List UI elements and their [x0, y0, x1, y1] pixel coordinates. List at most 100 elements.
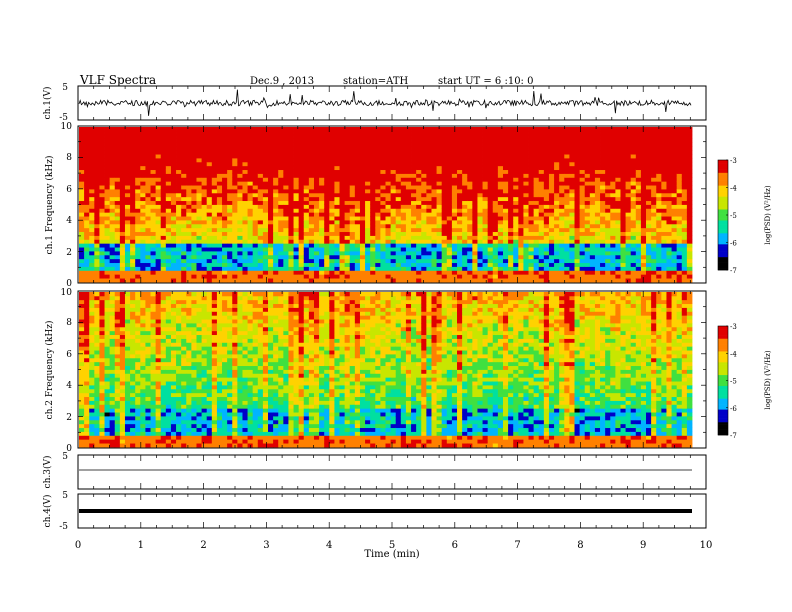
spectrogram-cell: [502, 161, 509, 167]
spectrogram-cell: [436, 223, 443, 229]
spectrogram-cell: [155, 239, 162, 244]
spectrogram-cell: [554, 274, 560, 279]
spectrogram-cell: [237, 189, 243, 194]
spectrogram-cell: [508, 192, 514, 198]
spectrogram-cell: [666, 196, 672, 202]
spectrogram-cell: [160, 142, 167, 147]
spectrogram-cell: [94, 439, 100, 444]
spectrogram-cell: [298, 247, 305, 252]
spectrogram-cell: [288, 181, 294, 186]
spectrogram-cell: [559, 150, 565, 155]
spectrogram-cell: [661, 158, 667, 163]
spectrogram-cell: [114, 154, 121, 159]
spectrogram-cell: [349, 258, 356, 264]
spectrogram-cell: [651, 200, 657, 205]
spectrogram-cell: [548, 223, 555, 229]
spectrogram-cell: [257, 270, 264, 275]
spectrogram-cell: [278, 274, 284, 279]
spectrogram-cell: [548, 142, 555, 147]
spectrogram-cell: [170, 270, 177, 275]
spectrogram-cell: [365, 220, 371, 225]
spectrogram-cell: [615, 258, 621, 264]
spectrogram-cell: [288, 216, 294, 221]
spectrogram-cell: [482, 258, 489, 264]
spectrogram-cell: [441, 239, 448, 244]
spectrogram-cell: [656, 138, 662, 143]
spectrogram-cell: [247, 146, 254, 151]
spectrogram-cell: [630, 223, 637, 229]
spectrogram-cell: [206, 189, 213, 194]
spectrogram-cell: [538, 243, 545, 248]
spectrogram-cell: [548, 173, 555, 178]
spectrogram-cell: [145, 142, 151, 147]
spectrogram-cell: [339, 196, 346, 202]
spectrogram-cell: [114, 192, 121, 198]
spectrogram-cell: [365, 154, 371, 159]
spectrogram-cell: [303, 154, 310, 159]
spectrogram-cell: [354, 192, 361, 198]
spectrogram-cell: [625, 142, 632, 147]
spectrogram-cell: [487, 154, 494, 159]
spectrogram-cell: [605, 278, 611, 283]
spectrogram-cell: [319, 196, 325, 202]
spectrogram-cell: [273, 278, 279, 283]
spectrogram-cell: [227, 239, 233, 244]
spectrogram-cell: [104, 204, 111, 209]
spectrogram-cell: [196, 204, 202, 209]
spectrogram-cell: [84, 161, 90, 167]
spectrogram-cell: [385, 127, 392, 132]
spectrogram-cell: [635, 270, 642, 275]
spectrogram-cell: [640, 258, 647, 264]
spectrogram-cell: [283, 231, 289, 236]
spectrogram-cell: [405, 134, 412, 140]
spectrogram-cell: [349, 243, 356, 248]
spectrogram-cell: [247, 212, 254, 217]
spectrogram-cell: [114, 165, 121, 171]
spectrogram-cell: [79, 134, 85, 140]
spectrogram-cell: [482, 192, 489, 198]
spectrogram-cell: [589, 239, 596, 244]
spectrogram-cell: [559, 127, 565, 132]
spectrogram-cell: [94, 266, 100, 271]
spectrogram-cell: [569, 208, 575, 213]
spectrogram-cell: [89, 150, 95, 155]
spectrogram-cell: [661, 258, 667, 264]
spectrogram-cell: [462, 227, 468, 233]
spectrogram-cell: [79, 146, 85, 151]
spectrogram-cell: [84, 388, 90, 394]
spectrogram-cell: [620, 239, 626, 244]
spectrogram-cell: [165, 192, 172, 198]
spectrogram-cell: [446, 247, 453, 252]
spectrogram-cell: [319, 254, 325, 260]
spectrogram-cell: [329, 220, 335, 225]
spectrogram-cell: [405, 185, 412, 190]
spectrogram-cell: [492, 235, 499, 240]
spectrogram-cell: [656, 251, 662, 256]
spectrogram-cell: [508, 146, 514, 151]
spectrogram-cell: [109, 227, 116, 233]
spectrogram-cell: [84, 266, 90, 271]
spectrogram-cell: [569, 189, 575, 194]
spectrogram-cell: [436, 154, 443, 159]
spectrogram-cell: [436, 247, 443, 252]
spectrogram-cell: [365, 127, 371, 132]
spectrogram-cell: [620, 270, 626, 275]
spectrogram-cell: [375, 274, 381, 279]
spectrogram-cell: [400, 278, 407, 283]
spectrogram-cell: [543, 142, 550, 147]
spectrogram-cell: [334, 177, 340, 182]
spectrogram-cell: [114, 251, 121, 256]
spectrogram-cell: [349, 134, 356, 140]
spectrogram-cell: [502, 177, 509, 182]
spectrogram-cell: [615, 189, 621, 194]
spectrogram-cell: [482, 169, 489, 174]
spectrogram-cell: [140, 189, 146, 194]
spectrogram-cell: [257, 274, 264, 279]
spectrogram-cell: [600, 262, 606, 267]
spectrogram-cell: [247, 258, 254, 264]
spectrogram-cell: [262, 216, 269, 221]
spectrogram-cell: [247, 173, 254, 178]
spectrogram-cell: [375, 177, 381, 182]
spectrogram-cell: [477, 235, 483, 240]
spectrogram-cell: [273, 220, 279, 225]
